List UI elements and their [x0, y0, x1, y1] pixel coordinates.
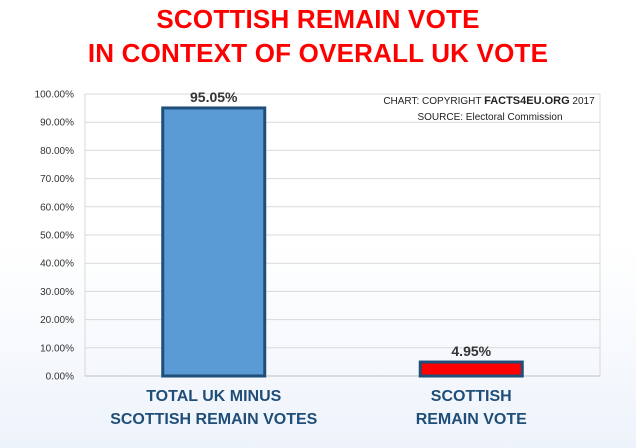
data-labels: 95.05% 4.95% [190, 89, 492, 359]
y-tick-label: 90.00% [40, 118, 74, 129]
category-label-2-line-1: SCOTTISH [431, 388, 512, 405]
chart-title-line-1: SCOTTISH REMAIN VOTE [156, 4, 480, 34]
y-tick-label: 70.00% [40, 174, 74, 185]
data-label-1: 95.05% [190, 89, 238, 105]
credit-suffix: 2017 [570, 96, 595, 107]
bar-1 [161, 106, 267, 378]
y-tick-label: 40.00% [40, 259, 74, 270]
data-label-2: 4.95% [451, 343, 491, 359]
y-tick-label: 0.00% [46, 372, 74, 383]
credit-line-2: SOURCE: Electoral Commission [417, 112, 562, 123]
y-tick-label: 30.00% [40, 287, 74, 298]
y-tick-label: 100.00% [35, 90, 75, 101]
y-tick-label: 10.00% [40, 343, 74, 354]
category-label-1-line-2: SCOTTISH REMAIN VOTES [110, 411, 317, 428]
credit-brand: FACTS4EU.ORG [484, 95, 570, 107]
y-tick-label: 80.00% [40, 146, 74, 157]
x-axis-categories: TOTAL UK MINUS SCOTTISH REMAIN VOTES SCOTT… [110, 388, 527, 428]
bar-2 [418, 360, 524, 378]
y-tick-label: 60.00% [40, 202, 74, 213]
bars [161, 106, 524, 378]
chart-credit: CHART: COPYRIGHT FACTS4EU.ORG 2017 SOURC… [383, 95, 595, 123]
y-tick-label: 50.00% [40, 231, 74, 242]
y-tick-label: 20.00% [40, 315, 74, 326]
y-axis-ticks: 0.00% 10.00% 20.00% 30.00% 40.00% 50.00% 60.00… [35, 90, 75, 383]
credit-prefix: CHART: COPYRIGHT [383, 96, 484, 107]
category-label-2-line-2: REMAIN VOTE [416, 411, 527, 428]
credit-line-1: CHART: COPYRIGHT FACTS4EU.ORG 2017 [383, 95, 595, 107]
chart-title-line-2: IN CONTEXT OF OVERALL UK VOTE [87, 38, 549, 68]
category-label-1-line-1: TOTAL UK MINUS [146, 388, 281, 405]
